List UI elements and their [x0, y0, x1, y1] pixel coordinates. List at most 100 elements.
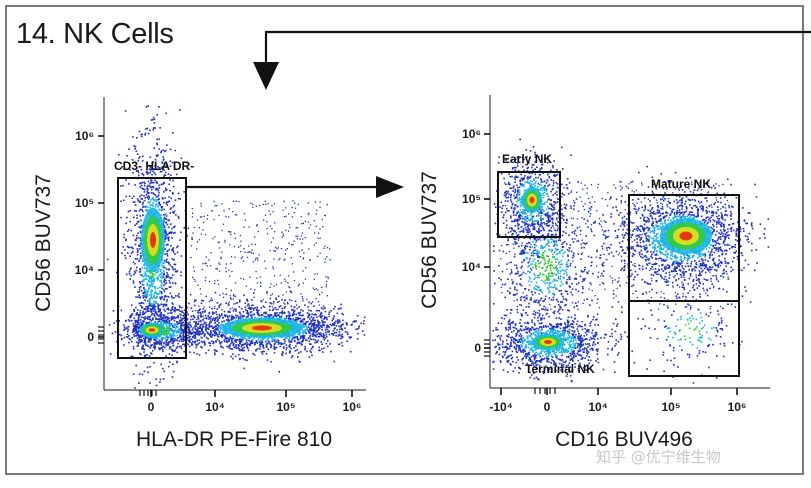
plot1-hladr-pos-event-dot: [216, 313, 218, 316]
plot1-sparse-event: [205, 256, 207, 258]
plot1-hladr-pos-event-dot: [231, 353, 234, 355]
plot1-sparse-event: [314, 273, 316, 275]
plot1-double-neg-event-dot: [143, 312, 146, 315]
plot1-sparse-event: [203, 306, 205, 308]
plot1-cd56pos-event-dot: [157, 189, 159, 192]
plot1-hladr-pos-event-dot: [288, 346, 291, 348]
plot2-sparse-event: [718, 185, 720, 187]
plot1-hladr-pos-event-dot: [203, 323, 205, 325]
plot1-double-neg-event-dot: [158, 338, 161, 341]
plot1-cd56pos-event-dot: [135, 306, 137, 309]
plot1-cd56pos-event-dot: [177, 245, 179, 247]
plot1-hladr-pos-event-dot: [289, 341, 292, 343]
figure-frame: [5, 5, 804, 475]
plot1-hladr-pos-event-dot: [291, 334, 293, 337]
plot1-double-neg-event-dot: [161, 323, 164, 325]
plot1-double-neg-event-dot: [140, 324, 142, 327]
plot1-cd56pos-event-dot: [141, 209, 143, 211]
plot1-cd56pos-event-dot: [153, 280, 155, 283]
plot1-hladr-pos-event-dot: [199, 325, 201, 327]
plot1-cd56pos-event-dot: [165, 244, 168, 246]
plot1-cd56pos-event-dot: [178, 305, 181, 307]
plot1-double-neg-event-dot: [171, 318, 173, 320]
plot1-cd56pos-event-dot: [163, 308, 165, 311]
plot1-hladr-pos-event-dot: [190, 315, 193, 318]
plot1-cd56pos-event-dot: [141, 203, 144, 205]
plot2-sparse-event: [715, 277, 718, 279]
plot2-sparse-event: [615, 237, 617, 239]
plot1-sparse-event: [193, 226, 195, 229]
plot1-cd56pos-event-dot: [151, 284, 153, 286]
plot1-cd56pos-event-dot: [144, 273, 146, 275]
plot1-cd56pos-event-dot: [139, 186, 142, 188]
plot1-double-neg-event-dot: [181, 338, 183, 340]
plot1-double-neg-event-dot: [190, 333, 192, 335]
plot2-early-event-dot: [509, 199, 512, 201]
plot1-double-neg-event-dot: [177, 342, 179, 345]
plot1-sparse-event: [254, 289, 256, 291]
plot1-hladr-pos-event-dot: [181, 311, 183, 313]
plot1-hladr-pos-event-dot: [192, 327, 194, 329]
plot1-double-neg-event-dot: [187, 322, 190, 325]
plot1-sparse-event: [321, 291, 323, 294]
plot1-sparse-event: [196, 248, 198, 250]
plot2-sparse-event: [617, 281, 619, 283]
plot1-cd56pos-event-dot: [140, 219, 142, 222]
plot1-double-neg-event-dot: [171, 342, 174, 344]
plot1-double-neg-event-dot: [156, 338, 158, 341]
plot1-hladr-pos-event-dot: [250, 317, 252, 320]
plot2-sparse-event: [582, 242, 584, 244]
plot1-hladr-pos-event-dot: [241, 315, 244, 318]
plot1-cd56pos-event-dot: [170, 276, 173, 279]
plot1-hladr-pos-event-dot: [321, 343, 323, 345]
plot2-sparse-event: [641, 184, 643, 186]
plot1-hladr-pos-event-dot: [301, 327, 303, 329]
plot1-sparse-event: [268, 210, 270, 212]
plot1-hladr-pos-event-dot: [240, 349, 242, 352]
plot1-cd56pos-event-dot: [163, 150, 166, 153]
plot2-sparse-event: [554, 251, 556, 254]
plot1-cd56pos-event-dot: [153, 300, 155, 303]
plot1-cd56pos-event-dot: [154, 127, 156, 129]
plot2-sparse-event: [686, 254, 688, 256]
plot1-hladr-pos-event-dot: [247, 343, 249, 345]
plot1-hladr-pos-event-dot: [202, 308, 205, 310]
plot2-sparse-event: [600, 220, 602, 222]
plot1-sparse-event: [264, 214, 267, 216]
plot1-hladr-pos-event-dot: [213, 352, 216, 354]
plot1-cd56pos-event-dot: [133, 270, 136, 273]
plot1-double-neg-event-dot: [123, 328, 126, 330]
plot1-double-neg-event-dot: [188, 336, 191, 338]
plot2-sparse-event: [517, 192, 519, 194]
plot2-sparse-event: [554, 234, 556, 237]
plot1-cd56pos-event-dot: [158, 187, 160, 189]
plot2-sparse-event: [640, 201, 642, 203]
plot2-sparse-event: [570, 190, 573, 192]
plot1-hladr-pos-event-dot: [215, 311, 218, 313]
plot1-hladr-pos-event-dot: [204, 326, 207, 328]
plot1-hladr-pos-event-dot: [304, 304, 306, 306]
plot1-hladr-pos-event-dot: [183, 350, 185, 353]
plot1-double-neg-event-dot: [148, 355, 151, 357]
plot1-sparse-event: [252, 203, 254, 206]
plot1-cd56pos-event-dot: [127, 319, 130, 321]
plot1-hladr-pos-event-dot: [235, 340, 237, 342]
plot1-hladr-pos-event-dot: [297, 333, 300, 335]
plot1-hladr-pos-event-dot: [355, 320, 357, 322]
plot1-hladr-pos-event-dot: [235, 319, 237, 321]
plot1-double-neg-event-dot: [145, 344, 147, 346]
plot1-hladr-pos-event-dot: [245, 317, 248, 320]
plot2-sparse-event: [514, 218, 516, 220]
plot1-hladr-pos-event-dot: [235, 344, 237, 346]
plot1-cd56pos-event-dot: [168, 280, 171, 282]
plot2-early-event-dot: [539, 207, 542, 209]
plot1-hladr-pos-event-dot: [323, 318, 326, 320]
plot2-early-event-dot: [556, 211, 558, 214]
plot1-sparse-event: [194, 280, 196, 282]
plot1-hladr-pos-event-dot: [241, 339, 244, 341]
plot1-sparse-event: [283, 259, 285, 261]
plot1-hladr-pos-event-dot: [210, 316, 212, 318]
plot2-sparse-event: [508, 227, 511, 229]
plot1-hladr-pos-event-dot: [312, 329, 314, 331]
